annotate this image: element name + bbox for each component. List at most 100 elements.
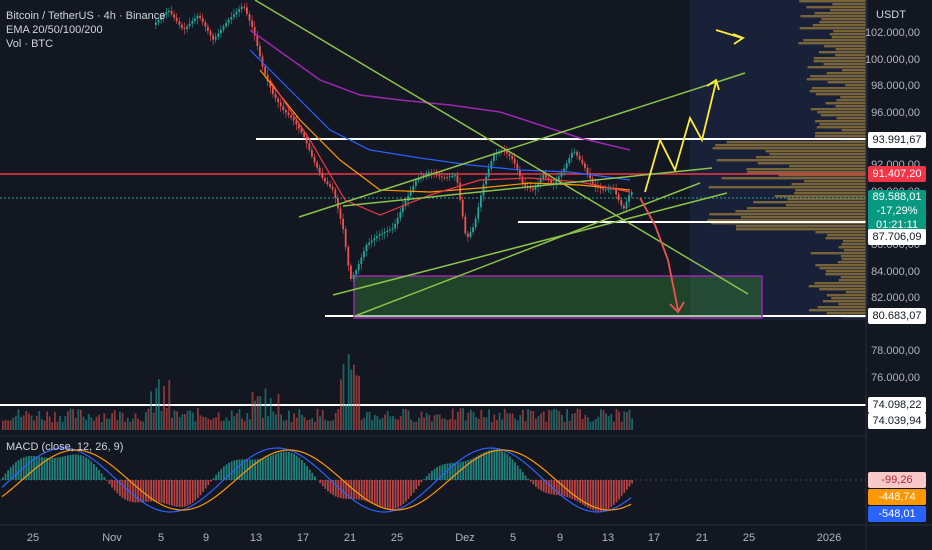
- currency-button[interactable]: USDT: [870, 4, 926, 26]
- macd-histogram-bar: [116, 480, 119, 494]
- macd-histogram-bar: [293, 453, 295, 480]
- volume-bar: [267, 416, 269, 430]
- candle-body: [485, 176, 487, 185]
- volume-profile-bar: [843, 249, 866, 252]
- macd-histogram-bar: [204, 480, 207, 489]
- price-tag-74039[interactable]: 74.039,94: [868, 413, 926, 429]
- volume-bar: [425, 413, 428, 430]
- candle-body: [435, 174, 438, 176]
- channel-lower-line[interactable]: [332, 192, 728, 296]
- macd-histogram-bar: [4, 473, 7, 480]
- macd-histogram-bar: [51, 458, 54, 480]
- macd-indicator-label[interactable]: MACD (close, 12, 26, 9): [6, 441, 124, 453]
- candle-body: [253, 27, 256, 36]
- bearish-projection-arrow[interactable]: [639, 197, 679, 311]
- descending-trendline[interactable]: [254, 0, 749, 295]
- candle-body: [560, 172, 563, 177]
- volume-profile-bar: [838, 303, 866, 306]
- macd-histogram-bar: [389, 480, 392, 510]
- bullish-projection-arrow[interactable]: [644, 81, 717, 193]
- candle-body: [298, 124, 300, 129]
- bullish-arrowhead-2: [732, 33, 745, 45]
- macd-histogram-bar: [553, 480, 555, 495]
- volume-profile-bar: [778, 174, 866, 177]
- candle-body: [235, 11, 238, 15]
- macd-line-tag[interactable]: -448,74: [868, 489, 926, 505]
- volume-bar: [202, 416, 204, 430]
- price-tag-74098[interactable]: 74.098,22: [868, 397, 926, 413]
- symbol-title[interactable]: Bitcoin / TetherUS · 4h · Binance: [6, 10, 166, 22]
- volume-profile-bar: [826, 270, 866, 273]
- volume-bar: [548, 409, 550, 430]
- macd-histogram-bar: [46, 457, 48, 480]
- candle-body: [305, 137, 308, 144]
- price-tag-87706[interactable]: 87.706,09: [868, 229, 926, 245]
- volume-bar: [197, 408, 199, 430]
- volume-bar: [363, 417, 366, 430]
- ascending-support-line[interactable]: [354, 182, 701, 317]
- macd-histogram-bar: [72, 454, 74, 480]
- ema-indicator-label[interactable]: EMA 20/50/100/200: [6, 24, 103, 36]
- buy-zone-rectangle[interactable]: [353, 275, 763, 319]
- volume-bar: [158, 379, 160, 430]
- volume-indicator-label[interactable]: Vol · BTC: [6, 38, 54, 50]
- macd-histogram-bar: [194, 480, 197, 501]
- macd-histogram-bar: [256, 459, 259, 480]
- candle-body: [256, 35, 259, 46]
- volume-bar: [483, 417, 485, 430]
- volume-profile-bar: [845, 291, 866, 294]
- volume-profile-bar: [813, 57, 866, 60]
- macd-histogram-tag[interactable]: -99,26: [868, 472, 926, 488]
- candle-body: [326, 181, 329, 185]
- macd-histogram-bar: [163, 480, 165, 504]
- volume-bars: [2, 354, 633, 430]
- candle-body: [269, 81, 272, 88]
- macd-histogram-bar: [628, 480, 631, 487]
- volume-bar: [503, 408, 506, 430]
- macd-histogram-bar: [347, 480, 350, 499]
- volume-bar: [152, 412, 155, 430]
- volume-bar: [51, 421, 54, 430]
- volume-profile-bar: [819, 123, 866, 126]
- macd-histogram-bar: [321, 480, 324, 487]
- price-tag-93991[interactable]: 93.991,67: [868, 132, 926, 148]
- current-price-tag[interactable]: 89.588,01 -17,29% 01:21:11: [868, 190, 926, 234]
- macd-histogram-bar: [2, 477, 4, 480]
- candle-body: [430, 172, 433, 174]
- volume-bar: [2, 420, 4, 430]
- candle-body: [334, 189, 337, 198]
- candle-body: [409, 190, 412, 196]
- volume-bar: [321, 409, 324, 430]
- macd-histogram-bar: [298, 457, 301, 480]
- macd-histogram-bar: [509, 456, 511, 480]
- volume-bar: [82, 416, 85, 430]
- macd-histogram-bar: [207, 480, 210, 486]
- volume-bar: [620, 421, 623, 430]
- candle-body: [155, 22, 157, 25]
- volume-profile: [707, 0, 866, 318]
- candle-body: [625, 201, 628, 209]
- volume-profile-bar: [825, 237, 866, 240]
- date-label-13-nov: 13: [249, 532, 263, 544]
- volume-bar: [316, 408, 319, 430]
- price-tag-80683[interactable]: 80.683,07: [868, 308, 926, 324]
- volume-bar: [160, 410, 163, 430]
- volume-bar: [600, 409, 602, 430]
- volume-bar: [43, 420, 46, 430]
- macd-histogram-bar: [33, 456, 35, 480]
- price-tag-91407[interactable]: 91.407,20: [868, 166, 926, 182]
- volume-bar: [176, 411, 178, 430]
- channel-upper-line[interactable]: [298, 72, 746, 218]
- volume-bar: [210, 419, 212, 430]
- candle-body: [524, 183, 526, 186]
- macd-histogram-bar: [254, 459, 256, 480]
- candle-body: [495, 153, 498, 155]
- candle-body: [168, 10, 170, 12]
- volume-bar: [163, 386, 165, 430]
- candle-body: [537, 182, 539, 187]
- macd-histogram-bar: [477, 455, 480, 480]
- macd-histogram-bar: [483, 452, 485, 480]
- volume-bar: [288, 410, 290, 430]
- signal-line-tag[interactable]: -548,01: [868, 506, 926, 522]
